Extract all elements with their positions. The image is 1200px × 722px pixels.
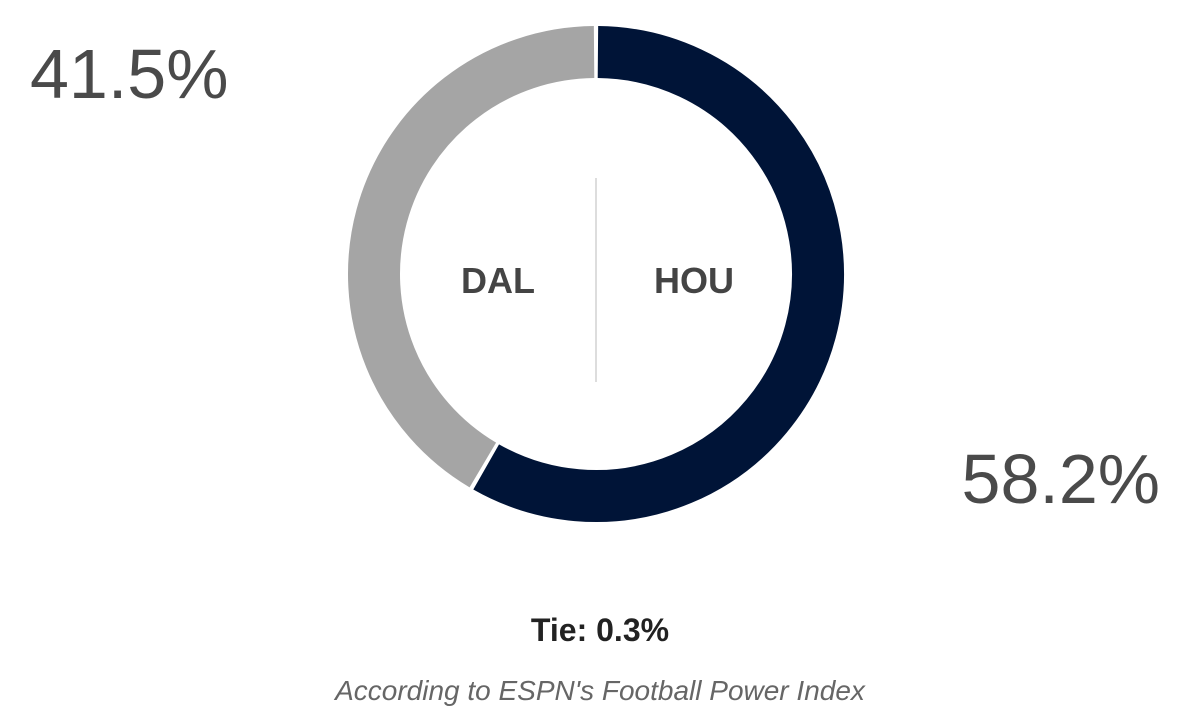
hou-percentage: 58.2% [962, 440, 1160, 518]
tie-probability: Tie: 0.3% [530, 612, 670, 648]
donut-slice-hou [473, 26, 844, 522]
team-label-dal: DAL [461, 260, 535, 301]
team-label-hou: HOU [654, 260, 734, 301]
source-note: According to ESPN's Football Power Index [335, 675, 865, 706]
donut-ring [348, 26, 844, 522]
dal-percentage: 41.5% [30, 35, 228, 113]
donut-slice-dal [348, 26, 595, 488]
